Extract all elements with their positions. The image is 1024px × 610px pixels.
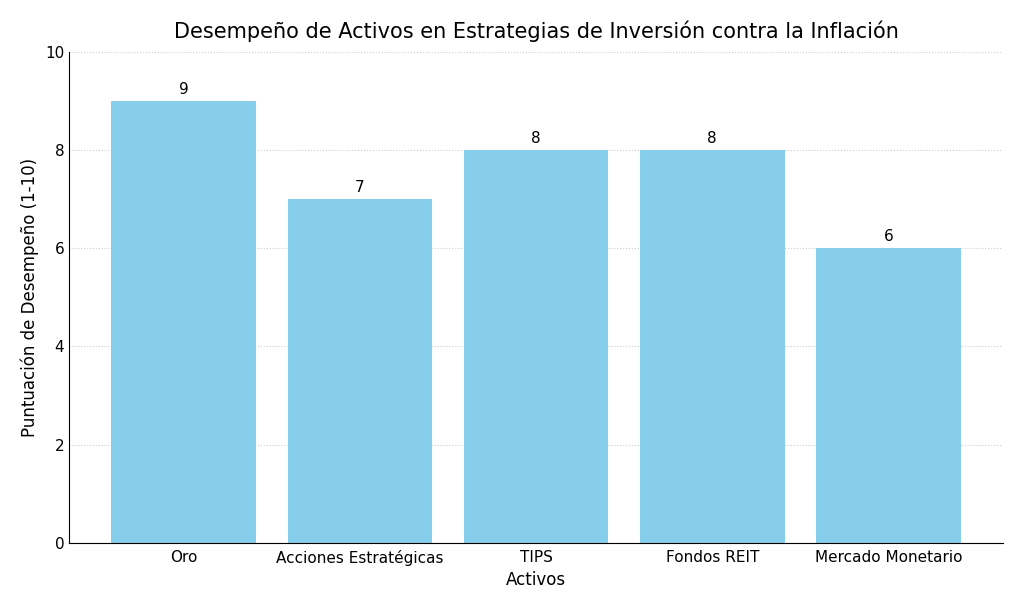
Text: 6: 6 [884, 229, 893, 245]
X-axis label: Activos: Activos [506, 571, 566, 589]
Bar [112, 101, 256, 543]
Text: 9: 9 [179, 82, 188, 98]
Bar [288, 199, 432, 543]
Title: Desempeño de Activos en Estrategias de Inversión contra la Inflación: Desempeño de Activos en Estrategias de I… [174, 21, 898, 42]
Text: 7: 7 [355, 181, 365, 195]
Y-axis label: Puntuación de Desempeño (1-10): Puntuación de Desempeño (1-10) [20, 158, 39, 437]
Text: 8: 8 [531, 131, 541, 146]
Bar [464, 150, 608, 543]
Bar [816, 248, 961, 543]
Text: 8: 8 [708, 131, 717, 146]
Bar [640, 150, 784, 543]
